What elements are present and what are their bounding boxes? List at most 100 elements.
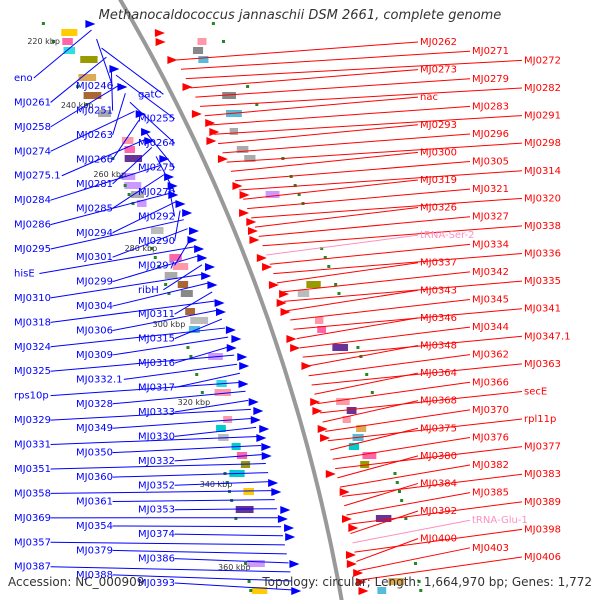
gene-label-left: MJ0304: [76, 301, 113, 312]
feature-block: [243, 488, 254, 495]
gene-label-left: MJ0369: [14, 513, 51, 524]
tick-dot: [124, 184, 127, 187]
tick-dot: [154, 256, 157, 259]
gene-label-left: MJ0299: [76, 277, 113, 288]
gene-label-right: MJ0336: [524, 249, 561, 260]
forward-gene-arrow: [248, 227, 258, 235]
gene-label-right: MJ0296: [472, 129, 509, 140]
gene-label-right: MJ0368: [420, 396, 457, 407]
reverse-gene-arrow: [237, 353, 247, 361]
gene-label-right: MJ0347.1: [524, 331, 571, 342]
gene-label-left: MJ0387: [14, 562, 51, 573]
gene-label-left: MJ0360: [76, 472, 113, 483]
gene-label-right: MJ0319: [420, 175, 457, 186]
gene-leader-left: [113, 500, 275, 502]
tick-dot: [128, 193, 131, 196]
gene-label-right: MJ0392: [420, 506, 457, 517]
reverse-gene-arrow: [262, 452, 272, 460]
gene-leader-right: [356, 539, 418, 562]
gene-label-right: MJ0362: [472, 350, 509, 361]
gene-label-left: MJ0358: [14, 488, 51, 499]
gene-label-right: MJ0376: [472, 432, 509, 443]
tick-dot: [246, 85, 249, 88]
gene-label-right: MJ0341: [524, 304, 561, 315]
gene-label-right: MJ0344: [472, 322, 509, 333]
tick-dot: [393, 472, 396, 475]
gene-leader-left: [175, 211, 180, 241]
forward-gene-arrow: [240, 191, 250, 199]
reverse-gene-arrow: [256, 434, 266, 442]
gene-label-left: MJ0349: [76, 423, 113, 434]
gene-label-right: MJ0314: [524, 166, 561, 177]
gene-label-right: MJ0271: [472, 46, 509, 57]
gene-label-left: MJ0353: [138, 505, 175, 516]
gene-label-left: MJ0295: [14, 244, 51, 255]
gene-label-left: MJ0284: [14, 195, 51, 206]
reverse-gene-arrow: [259, 425, 269, 433]
reverse-gene-arrow: [194, 245, 204, 253]
feature-block: [315, 317, 323, 324]
gene-label-right: MJ0398: [524, 524, 561, 535]
forward-gene-arrow: [340, 488, 350, 496]
gene-label-right: MJ0279: [472, 74, 509, 85]
reverse-gene-arrow: [238, 380, 248, 388]
gene-label-right: MJ0364: [420, 368, 457, 379]
gene-label-left: MJ0310: [14, 293, 51, 304]
topology-text: Topology: circular; Length: 1,664,970 bp…: [262, 575, 592, 589]
forward-gene-arrow: [232, 182, 242, 190]
gene-label-left: MJ0379: [76, 545, 113, 556]
gene-label-right: MJ0389: [524, 497, 561, 508]
feature-block: [197, 38, 206, 45]
gene-label-right: MJ0366: [472, 377, 509, 388]
tick-dot: [334, 283, 337, 286]
forward-gene-arrow: [192, 110, 202, 118]
gene-label-left: MJ0306: [76, 326, 113, 337]
forward-gene-arrow: [286, 335, 296, 343]
reverse-gene-arrow: [253, 407, 263, 415]
gene-label-right: tRNA-Ser-2: [420, 230, 475, 241]
gene-leader-left: [175, 509, 277, 510]
reverse-gene-arrow: [249, 398, 259, 406]
tick-dot: [248, 580, 251, 583]
gene-label-left: MJ0329: [14, 415, 51, 426]
reverse-gene-arrow: [226, 326, 236, 334]
forward-gene-arrow: [277, 299, 287, 307]
gene-label-left: hisE: [14, 268, 35, 279]
gene-label-right: MJ0380: [420, 451, 457, 462]
tick-dot: [414, 562, 417, 565]
forward-gene-arrow: [249, 236, 259, 244]
gene-label-right: MJ0384: [420, 478, 457, 489]
feature-block: [178, 281, 188, 288]
gene-leader-left: [175, 455, 264, 461]
tick-dot: [327, 265, 330, 268]
reverse-gene-arrow: [268, 479, 278, 487]
gene-leader-right: [358, 548, 470, 571]
forward-gene-arrow: [206, 137, 216, 145]
feature-block: [151, 227, 164, 234]
forward-gene-arrow: [246, 218, 256, 226]
feature-block: [80, 56, 97, 63]
forward-gene-arrow: [269, 281, 279, 289]
forward-gene-arrow: [312, 407, 322, 415]
forward-gene-arrow: [218, 155, 228, 163]
gene-label-right: MJ0262: [420, 37, 457, 48]
gene-label-right: MJ0293: [420, 120, 457, 131]
gene-label-right: MJ0400: [420, 534, 457, 545]
gene-label-right: MJ0375: [420, 423, 457, 434]
tick-dot: [419, 589, 422, 592]
gene-label-right: MJ0342: [472, 267, 509, 278]
tick-dot: [365, 373, 368, 376]
feature-block: [124, 146, 134, 153]
reverse-gene-arrow: [187, 236, 197, 244]
tick-dot: [201, 391, 204, 394]
gene-label-left: gatC: [138, 89, 161, 100]
reverse-gene-arrow: [215, 299, 225, 307]
gene-label-left: eno: [14, 73, 33, 84]
gene-label-left: MJ0311: [138, 309, 175, 320]
gene-label-left: MJ0286: [14, 220, 51, 231]
gene-label-left: MJ0331: [14, 440, 51, 451]
gene-label-right: MJ0272: [524, 55, 561, 66]
gene-label-left: MJ0374: [138, 529, 175, 540]
gene-label-left: MJ0357: [14, 537, 51, 548]
